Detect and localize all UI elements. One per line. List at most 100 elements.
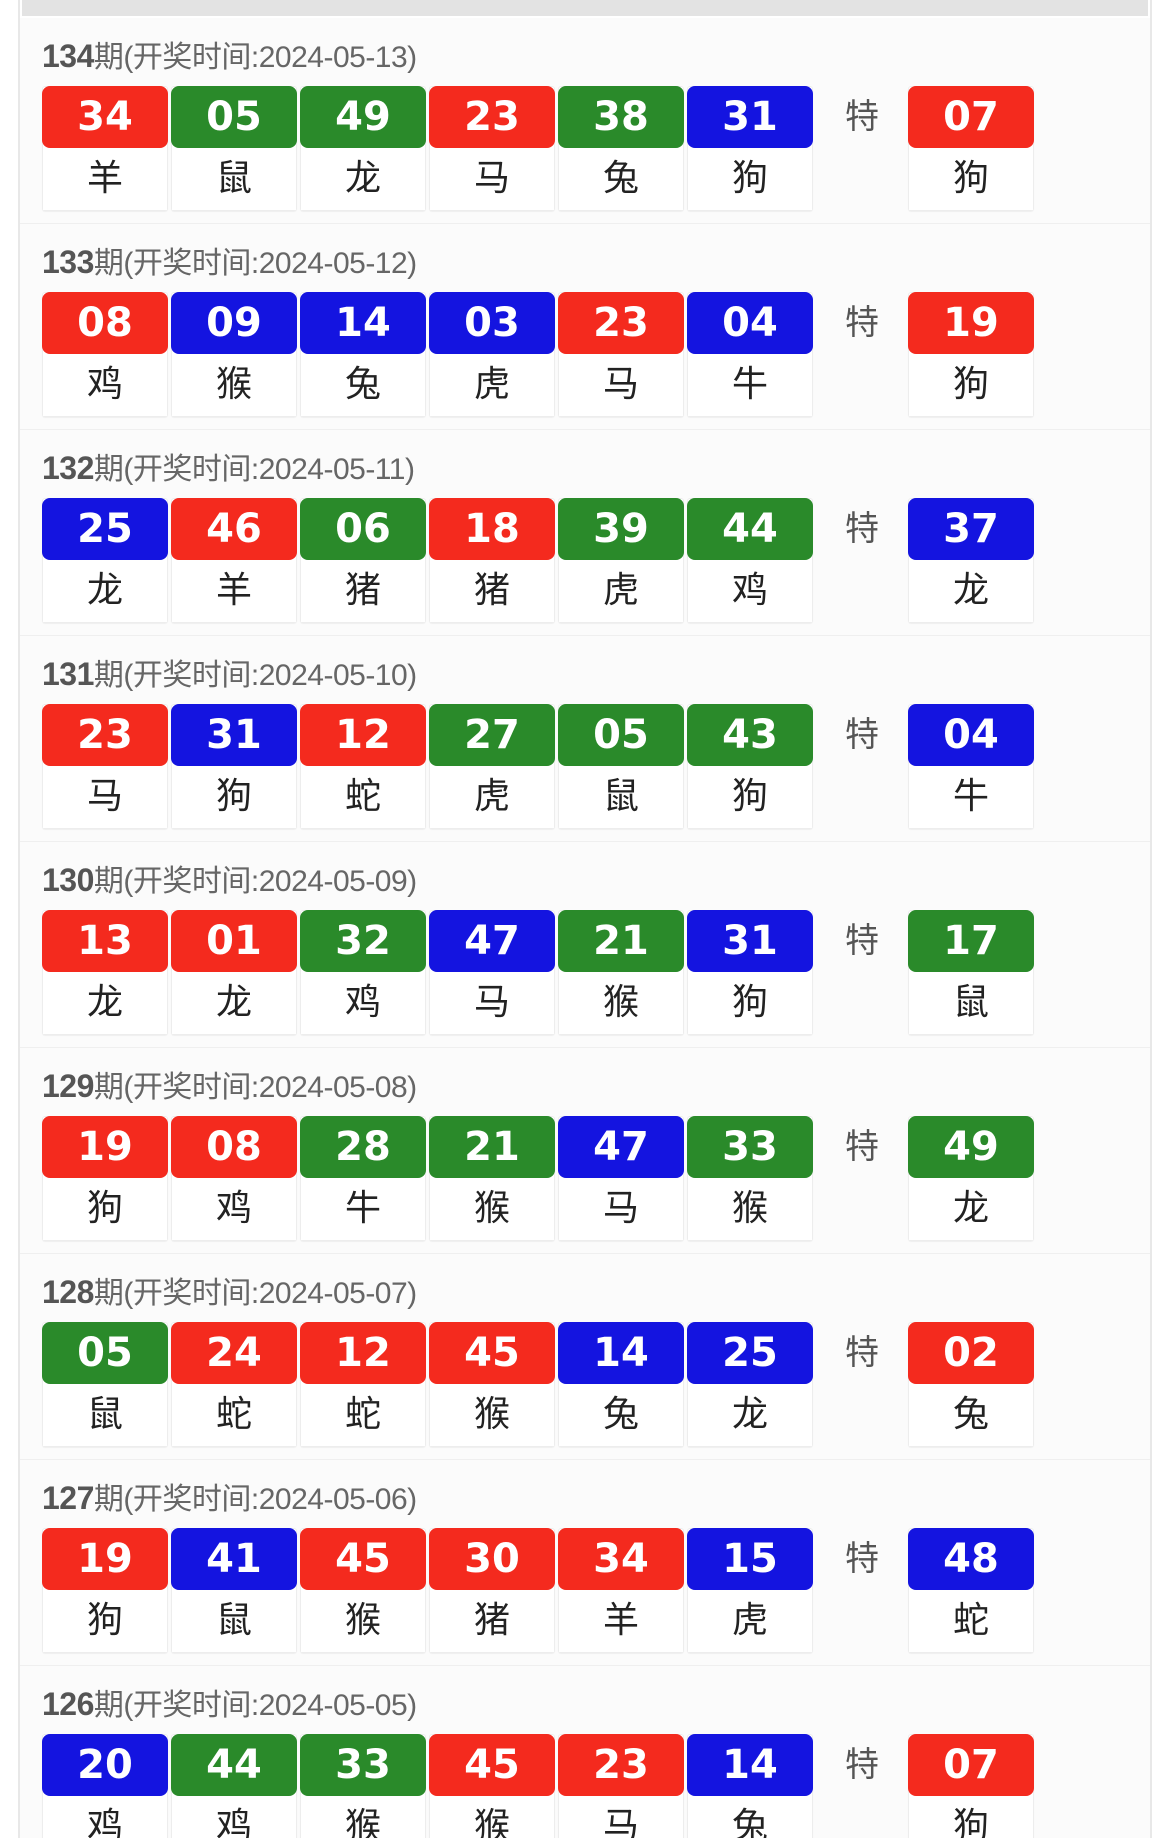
normal-ball-cell[interactable]: 41 鼠	[171, 1528, 297, 1653]
ball-zodiac: 狗	[688, 972, 812, 1034]
special-ball-cell[interactable]: 19 狗	[908, 292, 1034, 417]
draw-date-text: 期(开奖时间:2024-05-08)	[93, 1071, 417, 1104]
normal-ball-cell[interactable]: 23 马	[42, 704, 168, 829]
ball-number: 49	[300, 86, 426, 148]
normal-ball-cell[interactable]: 05 鼠	[42, 1322, 168, 1447]
balls-row: 08 鸡 09 猴 14 兔 03 虎 23 马 04 牛特 19 狗	[20, 292, 1150, 417]
normal-ball-cell[interactable]: 24 蛇	[171, 1322, 297, 1447]
draw-block[interactable]: 130期(开奖时间:2024-05-09) 13 龙 01 龙 32 鸡 47 马 21 猴 31 狗特…	[20, 841, 1150, 1047]
normal-ball-cell[interactable]: 23 马	[558, 292, 684, 417]
normal-ball-cell[interactable]: 43 狗	[687, 704, 813, 829]
normal-ball-cell[interactable]: 25 龙	[42, 498, 168, 623]
special-ball-zodiac: 狗	[909, 1796, 1033, 1838]
normal-ball-cell[interactable]: 45 猴	[429, 1322, 555, 1447]
normal-ball-cell[interactable]: 47 马	[429, 910, 555, 1035]
normal-ball-cell[interactable]: 04 牛	[687, 292, 813, 417]
draw-block[interactable]: 128期(开奖时间:2024-05-07) 05 鼠 24 蛇 12 蛇 45 猴 14 兔 25 龙特…	[20, 1253, 1150, 1459]
normal-ball-cell[interactable]: 23 马	[429, 86, 555, 211]
special-ball-cell[interactable]: 49 龙	[908, 1116, 1034, 1241]
normal-ball-cell[interactable]: 01 龙	[171, 910, 297, 1035]
normal-ball-cell[interactable]: 19 狗	[42, 1116, 168, 1241]
normal-ball-cell[interactable]: 03 虎	[429, 292, 555, 417]
normal-ball-cell[interactable]: 38 兔	[558, 86, 684, 211]
ball-number: 28	[300, 1116, 426, 1178]
draw-block[interactable]: 132期(开奖时间:2024-05-11) 25 龙 46 羊 06 猪 18 猪 39 虎 44 鸡特…	[20, 429, 1150, 635]
normal-ball-cell[interactable]: 15 虎	[687, 1528, 813, 1653]
normal-ball-cell[interactable]: 13 龙	[42, 910, 168, 1035]
draw-block[interactable]: 127期(开奖时间:2024-05-06) 19 狗 41 鼠 45 猴 30 猪 34 羊 15 虎特…	[20, 1459, 1150, 1665]
normal-ball-cell[interactable]: 14 兔	[300, 292, 426, 417]
draw-block[interactable]: 134期(开奖时间:2024-05-13) 34 羊 05 鼠 49 龙 23 马 38 兔 31 狗特…	[20, 18, 1150, 223]
normal-ball-cell[interactable]: 21 猴	[558, 910, 684, 1035]
normal-ball-cell[interactable]: 14 兔	[558, 1322, 684, 1447]
normal-ball-cell[interactable]: 31 狗	[171, 704, 297, 829]
normal-ball-cell[interactable]: 31 狗	[687, 910, 813, 1035]
ball-number: 23	[42, 704, 168, 766]
ball-number: 32	[300, 910, 426, 972]
ball-zodiac: 猴	[301, 1590, 425, 1652]
normal-ball-cell[interactable]: 31 狗	[687, 86, 813, 211]
ball-zodiac: 兔	[688, 1796, 812, 1838]
normal-ball-cell[interactable]: 09 猴	[171, 292, 297, 417]
special-ball-cell[interactable]: 04 牛	[908, 704, 1034, 829]
ball-zodiac: 狗	[43, 1590, 167, 1652]
special-column-label: 特	[845, 1539, 879, 1579]
normal-ball-cell[interactable]: 46 羊	[171, 498, 297, 623]
ball-number: 45	[300, 1528, 426, 1590]
draw-date-text: 期(开奖时间:2024-05-05)	[93, 1689, 417, 1722]
special-ball-cell[interactable]: 48 蛇	[908, 1528, 1034, 1653]
normal-ball-cell[interactable]: 45 猴	[300, 1528, 426, 1653]
special-ball-cell[interactable]: 02 兔	[908, 1322, 1034, 1447]
normal-ball-cell[interactable]: 32 鸡	[300, 910, 426, 1035]
draw-block[interactable]: 133期(开奖时间:2024-05-12) 08 鸡 09 猴 14 兔 03 虎 23 马 04 牛特…	[20, 223, 1150, 429]
normal-ball-cell[interactable]: 12 蛇	[300, 704, 426, 829]
normal-ball-cell[interactable]: 19 狗	[42, 1528, 168, 1653]
normal-ball-cell[interactable]: 18 猪	[429, 498, 555, 623]
normal-ball-cell[interactable]: 30 猪	[429, 1528, 555, 1653]
normal-ball-cell[interactable]: 12 蛇	[300, 1322, 426, 1447]
special-column-label: 特	[845, 715, 879, 755]
special-ball-cell[interactable]: 07 狗	[908, 86, 1034, 211]
normal-ball-cell[interactable]: 23 马	[558, 1734, 684, 1838]
normal-ball-cell[interactable]: 45 猴	[429, 1734, 555, 1838]
normal-ball-cell[interactable]: 33 猴	[300, 1734, 426, 1838]
normal-ball-cell[interactable]: 20 鸡	[42, 1734, 168, 1838]
draw-block[interactable]: 126期(开奖时间:2024-05-05) 20 鸡 44 鸡 33 猴 45 猴 23 马 14 兔特…	[20, 1665, 1150, 1838]
normal-ball-cell[interactable]: 44 鸡	[687, 498, 813, 623]
normal-ball-cell[interactable]: 25 龙	[687, 1322, 813, 1447]
normal-ball-cell[interactable]: 28 牛	[300, 1116, 426, 1241]
draw-block[interactable]: 129期(开奖时间:2024-05-08) 19 狗 08 鸡 28 牛 21 猴 47 马 33 猴特…	[20, 1047, 1150, 1253]
normal-ball-cell[interactable]: 21 猴	[429, 1116, 555, 1241]
ball-number: 30	[429, 1528, 555, 1590]
ball-zodiac: 猴	[430, 1178, 554, 1240]
ball-number: 05	[42, 1322, 168, 1384]
normal-ball-cell[interactable]: 14 兔	[687, 1734, 813, 1838]
ball-zodiac: 猴	[301, 1796, 425, 1838]
normal-ball-cell[interactable]: 08 鸡	[42, 292, 168, 417]
normal-ball-cell[interactable]: 27 虎	[429, 704, 555, 829]
normal-ball-cell[interactable]: 08 鸡	[171, 1116, 297, 1241]
ball-zodiac: 蛇	[301, 766, 425, 828]
special-ball-cell[interactable]: 17 鼠	[908, 910, 1034, 1035]
ball-zodiac: 蛇	[172, 1384, 296, 1446]
normal-ball-cell[interactable]: 39 虎	[558, 498, 684, 623]
normal-ball-cell[interactable]: 05 鼠	[171, 86, 297, 211]
normal-ball-cell[interactable]: 33 猴	[687, 1116, 813, 1241]
special-ball-number: 07	[908, 86, 1034, 148]
ball-zodiac: 马	[559, 354, 683, 416]
normal-ball-cell[interactable]: 34 羊	[42, 86, 168, 211]
draw-title: 131期(开奖时间:2024-05-10)	[20, 636, 1150, 704]
ball-number: 31	[687, 910, 813, 972]
ball-zodiac: 兔	[559, 1384, 683, 1446]
special-ball-cell[interactable]: 07 狗	[908, 1734, 1034, 1838]
normal-ball-cell[interactable]: 34 羊	[558, 1528, 684, 1653]
normal-ball-cell[interactable]: 44 鸡	[171, 1734, 297, 1838]
normal-ball-cell[interactable]: 06 猪	[300, 498, 426, 623]
special-ball-number: 07	[908, 1734, 1034, 1796]
normal-ball-cell[interactable]: 47 马	[558, 1116, 684, 1241]
normal-ball-cell[interactable]: 49 龙	[300, 86, 426, 211]
normal-ball-cell[interactable]: 05 鼠	[558, 704, 684, 829]
special-ball-cell[interactable]: 37 龙	[908, 498, 1034, 623]
ball-number: 27	[429, 704, 555, 766]
draw-block[interactable]: 131期(开奖时间:2024-05-10) 23 马 31 狗 12 蛇 27 虎 05 鼠 43 狗特…	[20, 635, 1150, 841]
